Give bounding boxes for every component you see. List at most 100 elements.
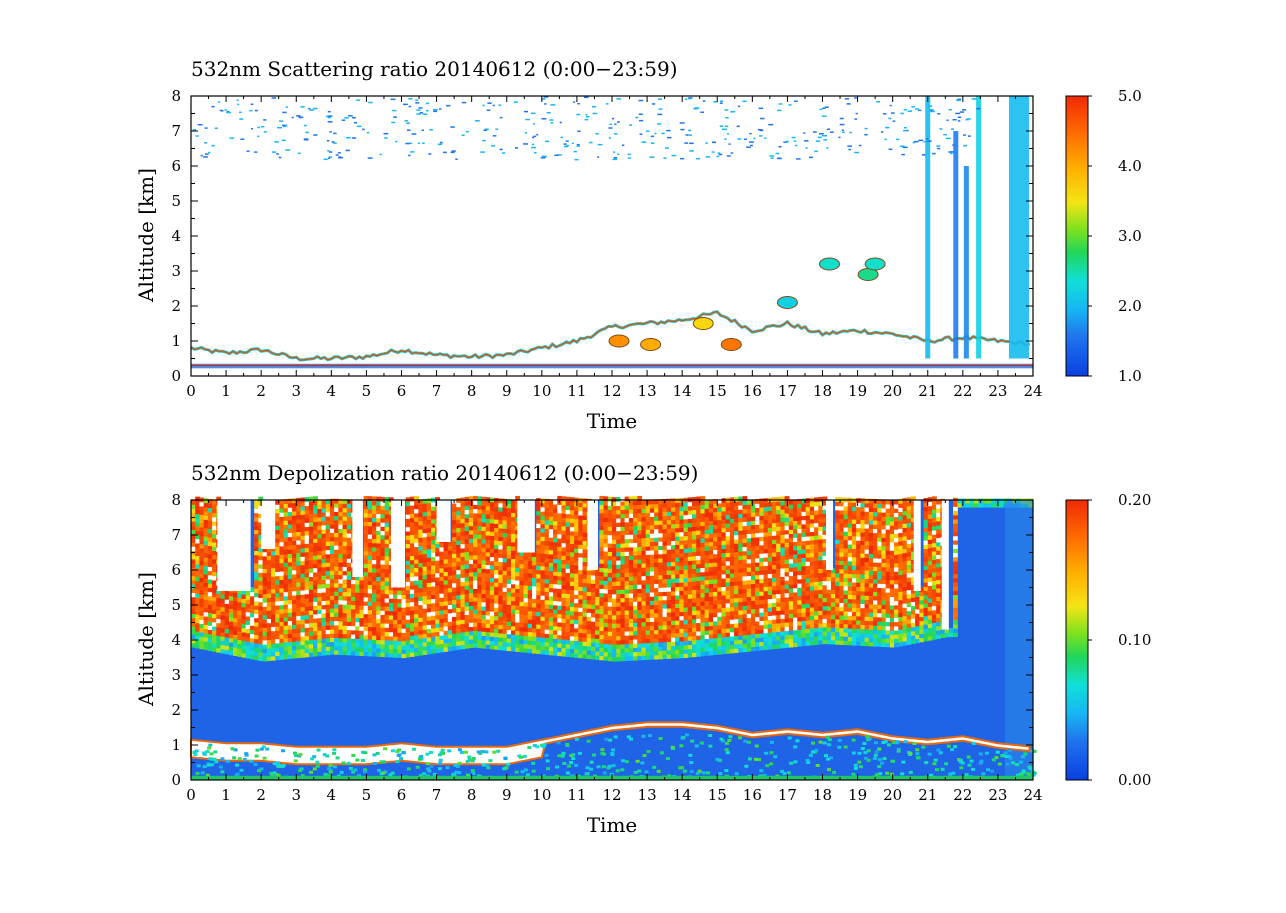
depol-cell <box>347 621 352 626</box>
depol-cell <box>553 651 558 656</box>
depol-cell <box>654 537 659 542</box>
depol-cell <box>599 622 604 627</box>
depol-cell <box>625 576 630 581</box>
depol-cell <box>545 637 550 642</box>
depol-cell <box>641 534 646 539</box>
depol-cell <box>692 631 697 636</box>
depol-cell <box>658 642 663 647</box>
upper-speckle <box>731 152 733 154</box>
depol-cell <box>625 555 630 560</box>
depol-cell <box>507 567 512 572</box>
depol-cell <box>334 616 339 621</box>
depol-cell <box>692 623 697 628</box>
depol-cell <box>654 575 659 580</box>
depol-cell <box>317 521 322 526</box>
depol-cell <box>566 640 571 645</box>
depol-cell <box>279 617 284 622</box>
depol-cell <box>229 642 234 647</box>
depol-cell <box>494 519 499 524</box>
depol-cell <box>654 558 659 563</box>
depol-cell <box>692 522 697 527</box>
depol-cell <box>254 504 259 509</box>
depol-cell <box>284 575 289 580</box>
depol-cell <box>225 629 230 634</box>
depol-cell <box>473 551 478 556</box>
depol-cell <box>372 538 377 543</box>
depol-cell <box>658 520 663 525</box>
depol-cell <box>663 558 668 563</box>
depol-cell <box>566 530 571 535</box>
depol-cell <box>246 599 251 604</box>
depol-cell <box>431 598 436 603</box>
depol-cell <box>452 595 457 600</box>
depol-cell <box>633 589 638 594</box>
depol-cell <box>199 502 204 507</box>
upper-speckle <box>408 155 410 157</box>
depol-cell <box>279 642 284 647</box>
depol-cell <box>376 555 381 560</box>
upper-speckle <box>255 110 258 112</box>
depol-cell <box>460 611 465 616</box>
depol-cell <box>431 540 436 545</box>
depol-cell <box>574 649 579 654</box>
depol-cell <box>242 594 247 599</box>
depol-cell <box>604 627 609 632</box>
depol-cell <box>343 571 348 576</box>
depol-cell <box>410 602 415 607</box>
depol-cell <box>330 625 335 630</box>
depol-cell <box>254 538 259 543</box>
depol-cell <box>351 626 356 631</box>
depol-cell <box>498 536 503 541</box>
depol-cell <box>343 554 348 559</box>
upper-speckle <box>903 147 908 149</box>
depol-cell <box>519 564 524 569</box>
depol-cell <box>511 550 516 555</box>
depol-cell <box>540 641 545 646</box>
depol-cell <box>246 637 251 642</box>
depol-cell <box>364 630 369 635</box>
depol-cell <box>641 538 646 543</box>
depol-cell <box>212 563 217 568</box>
depol-cell <box>288 637 293 642</box>
depol-cell <box>599 576 604 581</box>
depol-cell <box>481 614 486 619</box>
upper-speckle <box>203 156 208 158</box>
depol-cell <box>334 600 339 605</box>
upper-speckle <box>769 155 773 157</box>
depol-cell <box>633 530 638 535</box>
depol-cell <box>477 568 482 573</box>
depol-cell <box>561 517 566 522</box>
upper-speckle <box>523 143 528 145</box>
depol-cell <box>414 504 419 509</box>
depol-cell <box>553 584 558 589</box>
depol-cell <box>604 543 609 548</box>
depol-cell <box>292 641 297 646</box>
depol-cell <box>637 609 642 614</box>
depol-cell <box>604 526 609 531</box>
upper-speckle <box>908 110 912 112</box>
depol-cell <box>633 563 638 568</box>
depol-cell <box>402 595 407 600</box>
depol-cell <box>204 624 209 629</box>
depol-cell <box>637 559 642 564</box>
depol-cell <box>418 512 423 517</box>
depol-cell <box>431 615 436 620</box>
depol-cell <box>465 593 470 598</box>
depol-cell <box>359 647 364 652</box>
x-tick-label: 11 <box>567 382 586 400</box>
depol-cell <box>494 515 499 520</box>
depol-cell <box>709 558 714 563</box>
upper-speckle <box>560 122 562 124</box>
depol-cell <box>578 645 583 650</box>
depol-cell <box>726 548 731 553</box>
depol-cell <box>423 638 428 643</box>
depol-cell <box>460 565 465 570</box>
depol-cell <box>709 554 714 559</box>
depol-cell <box>599 609 604 614</box>
depol-cell <box>250 596 255 601</box>
depol-cell <box>658 621 663 626</box>
depol-cell <box>637 651 642 656</box>
depol-cell <box>599 546 604 551</box>
depol-cell <box>549 504 554 509</box>
depol-cell <box>351 584 356 589</box>
